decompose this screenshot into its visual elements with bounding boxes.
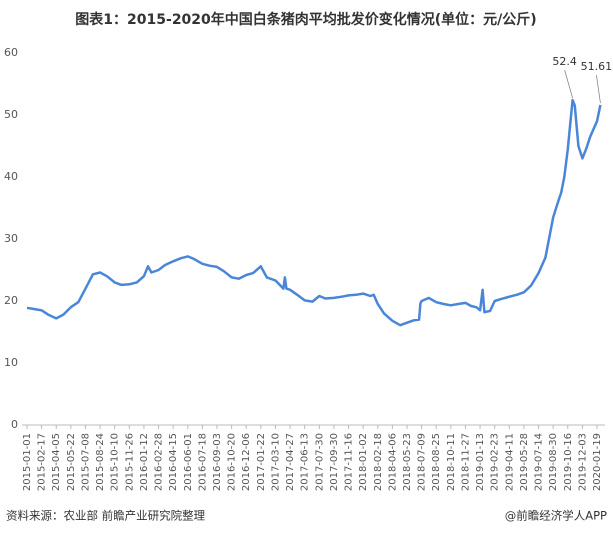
x-tick-label: 2015-08-24 — [95, 433, 106, 491]
x-tick-label: 2015-11-26 — [124, 433, 135, 491]
annotation: 52.4 — [552, 55, 577, 68]
price-line — [26, 98, 602, 327]
x-tick-label: 2015-05-22 — [66, 433, 77, 491]
x-tick-label: 2017-03-10 — [270, 433, 281, 491]
x-tick-label: 2019-05-28 — [519, 433, 530, 491]
x-tick-label: 2017-07-30 — [314, 433, 325, 491]
chart-title: 图表1：2015-2020年中国白条猪肉平均批发价变化情况(单位：元/公斤) — [75, 11, 536, 28]
x-tick-label: 2018-10-11 — [446, 433, 457, 491]
x-tick-label: 2018-04-06 — [387, 433, 398, 491]
x-tick-label: 2017-04-27 — [285, 433, 296, 491]
x-tick-label: 2015-01-01 — [22, 433, 33, 491]
source: 资料来源：农业部 前瞻产业研究院整理 — [6, 509, 206, 523]
x-tick-label: 2016-04-15 — [168, 433, 179, 491]
x-tick-label: 2015-02-17 — [37, 433, 48, 491]
x-tick-label: 2018-11-27 — [460, 433, 471, 491]
x-tick-label: 2015-07-08 — [80, 433, 91, 491]
x-tick-label: 2016-09-03 — [212, 433, 223, 491]
x-tick-label: 2018-07-09 — [417, 433, 428, 491]
x-tick-label: 2016-06-01 — [183, 433, 194, 491]
annotation-leader — [564, 70, 574, 99]
x-tick-label: 2018-05-23 — [402, 433, 413, 491]
y-tick-label: 50 — [4, 108, 18, 121]
x-tick-label: 2019-07-14 — [534, 433, 545, 491]
x-tick-label: 2018-02-18 — [373, 433, 384, 491]
x-tick-label: 2015-10-10 — [110, 433, 121, 491]
y-tick-label: 40 — [4, 170, 18, 183]
x-tick-label: 2016-12-06 — [241, 433, 252, 491]
y-tick-label: 10 — [4, 356, 18, 369]
x-tick-label: 2019-12-03 — [577, 433, 588, 491]
y-tick-label: 60 — [4, 46, 18, 59]
x-tick-label: 2019-04-11 — [504, 433, 515, 491]
x-tick-label: 2017-06-13 — [300, 433, 311, 491]
x-tick-label: 2020-01-19 — [592, 433, 603, 491]
annotation: 51.61 — [581, 60, 613, 73]
x-tick-label: 2016-01-12 — [139, 433, 150, 491]
credit: @前瞻经济学人APP — [505, 509, 607, 523]
x-tick-label: 2015-04-05 — [51, 433, 62, 491]
x-tick-label: 2019-08-30 — [548, 433, 559, 491]
x-tick-label: 2016-07-18 — [197, 433, 208, 491]
y-tick-label: 20 — [4, 294, 18, 307]
x-tick-label: 2016-10-20 — [227, 433, 238, 491]
x-tick-label: 2019-01-13 — [475, 433, 486, 491]
x-tick-label: 2019-02-23 — [490, 433, 501, 491]
x-tick-label: 2017-09-30 — [329, 433, 340, 491]
x-tick-label: 2018-08-25 — [431, 433, 442, 491]
x-tick-label: 2018-01-02 — [358, 433, 369, 491]
x-tick-label: 2017-01-22 — [256, 433, 267, 491]
x-tick-label: 2016-02-28 — [154, 433, 165, 491]
y-tick-label: 30 — [4, 232, 18, 245]
annotation-leader — [596, 74, 601, 104]
x-tick-label: 2019-10-16 — [563, 433, 574, 491]
x-tick-label: 2017-11-16 — [344, 433, 355, 491]
y-tick-label: 0 — [11, 418, 18, 431]
